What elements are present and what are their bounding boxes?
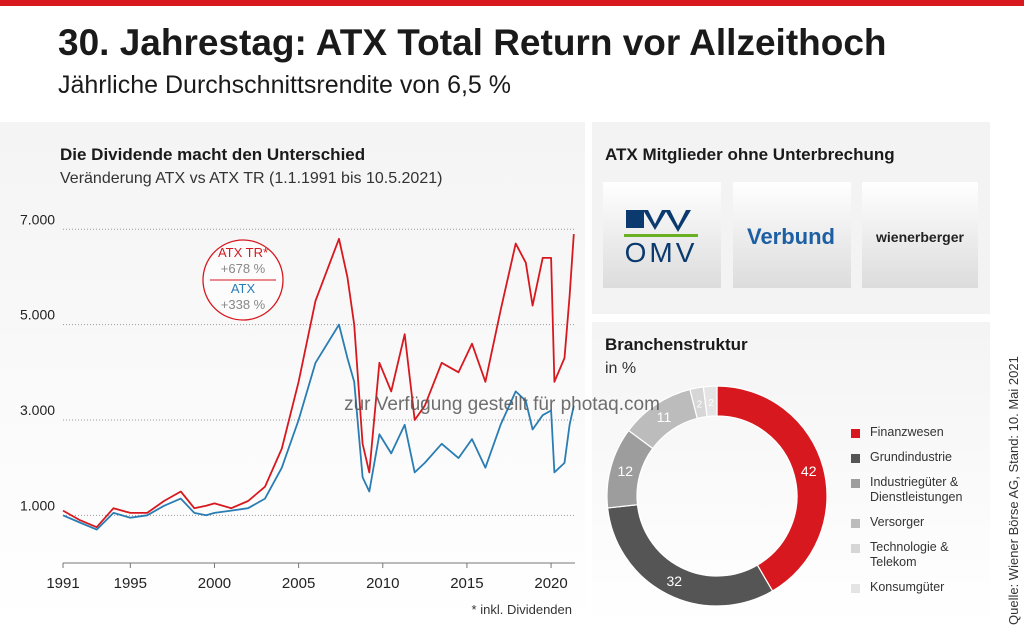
x-tick-label: 1995 — [114, 575, 147, 592]
x-tick-label: 2010 — [366, 575, 399, 592]
donut-title: Branchenstruktur — [605, 335, 748, 354]
legend-label: Grundindustrie — [870, 450, 952, 464]
legend-item: Versorger — [870, 515, 925, 529]
member-logo: wienerberger — [875, 229, 964, 245]
x-tick-label: 2005 — [282, 575, 315, 592]
logo-tile — [862, 182, 978, 288]
legend-swatch — [851, 479, 860, 488]
donut-chart: 42 32 12 11 2 2 Finanzwesen Grundindustrie Indus… — [606, 385, 963, 607]
legend-label: Technologie & Telekom — [870, 540, 949, 569]
legend-swatch — [851, 519, 860, 528]
legend-swatch — [851, 454, 860, 463]
y-tick-label: 3.000 — [20, 402, 55, 418]
legend-swatch — [851, 429, 860, 438]
donut-segment — [702, 385, 718, 418]
legend-label: Konsumgüter — [870, 580, 945, 594]
x-tick-label: 2000 — [198, 575, 231, 592]
line-title: Die Dividende macht den Unterschied — [60, 145, 365, 164]
footnote: * inkl. Dividenden — [472, 602, 572, 617]
value-label: 2 — [708, 398, 714, 409]
value-label: 2 — [697, 400, 703, 411]
y-tick-label: 5.000 — [20, 307, 55, 323]
y-tick-label: 7.000 — [20, 211, 55, 227]
donut-subtitle: in % — [605, 360, 636, 377]
legend-label: Industriegüter & Dienstleistungen — [870, 475, 963, 504]
value-label: 12 — [618, 463, 634, 479]
x-tick-label: 2015 — [450, 575, 483, 592]
legend-label: Versorger — [870, 515, 925, 529]
watermark: zur Verfügung gestellt für photaq.com — [344, 394, 660, 415]
series-line — [62, 323, 575, 531]
value-label: 11 — [657, 409, 672, 425]
legend-swatch — [851, 584, 860, 593]
line-plot: 1.000 3.000 5.000 7.000 1991 1995 2000 2005 2010… — [20, 211, 575, 592]
legend-item: Technologie & Telekom — [870, 540, 949, 569]
page-title: 30. Jahrestag: ATX Total Return vor Allz… — [58, 22, 887, 63]
value-label: 32 — [666, 573, 682, 589]
legend-label: ATX — [231, 281, 256, 296]
series-line — [62, 234, 575, 529]
members-title: ATX Mitglieder ohne Unterbrechung — [605, 145, 895, 164]
legend-item: Industriegüter & Dienstleistungen — [870, 475, 963, 504]
annotation: +678 % — [221, 261, 266, 276]
legend-label: ATX TR* — [218, 245, 268, 260]
value-label: 42 — [801, 463, 817, 479]
page-subtitle: Jährliche Durchschnittsrendite von 6,5 % — [58, 71, 511, 99]
legend-swatch — [851, 544, 860, 553]
member-logo: Verbund — [747, 224, 835, 249]
x-tick-label: 2020 — [534, 575, 567, 592]
legend-item: Finanzwesen — [870, 425, 944, 439]
top-bar — [0, 0, 1024, 6]
line-subtitle: Veränderung ATX vs ATX TR (1.1.1991 bis … — [60, 170, 442, 187]
annotation: +338 % — [221, 297, 266, 312]
y-tick-label: 1.000 — [20, 497, 55, 513]
legend-item: Konsumgüter — [870, 580, 945, 594]
logo-tile — [733, 182, 851, 288]
source: Quelle: Wiener Börse AG, Stand: 10. Mai … — [1006, 356, 1021, 625]
line-panel — [0, 122, 585, 627]
legend-item: Grundindustrie — [870, 450, 952, 464]
omv-logo-mark — [624, 210, 698, 237]
member-logo: OMV — [625, 237, 698, 268]
x-tick-label: 1991 — [46, 575, 79, 592]
legend-label: Finanzwesen — [870, 425, 944, 439]
